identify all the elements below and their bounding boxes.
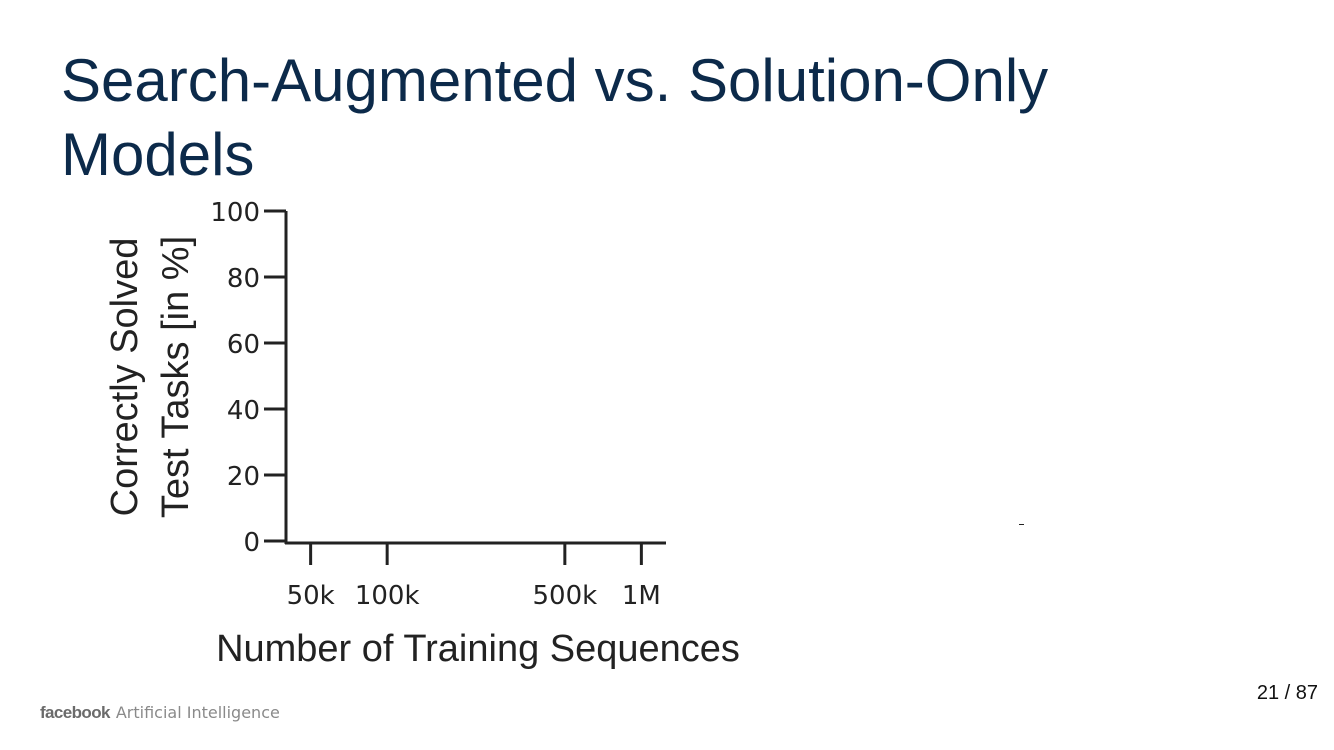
x-ticks: 50k 100k 500k 1M [287, 543, 661, 611]
y-tick-label: 80 [227, 264, 260, 294]
x-tick-label: 1M [622, 581, 661, 611]
brand-subtitle: Artificial Intelligence [115, 703, 280, 722]
y-ticks: 0 20 40 60 80 100 [210, 198, 286, 558]
y-axis-label-line-2: Test Tasks [in %] [155, 236, 197, 518]
footer-brand: facebook Artificial Intelligence [40, 703, 280, 723]
y-tick-label: 60 [227, 330, 260, 360]
x-tick-label: 500k [532, 581, 597, 611]
legend-marker [1019, 524, 1024, 525]
x-tick-label: 50k [287, 581, 335, 611]
x-axis-label: Number of Training Sequences [216, 628, 740, 670]
y-tick-label: 40 [227, 396, 260, 426]
y-tick-label: 100 [210, 198, 260, 228]
y-tick-label: 20 [227, 462, 260, 492]
slide-title: Search-Augmented vs. Solution-Only Model… [61, 47, 1049, 188]
y-tick-label: 0 [243, 528, 260, 558]
page-number: 21 / 87 [1256, 682, 1318, 704]
y-axis-label-line-1: Correctly Solved [104, 238, 146, 517]
brand-logo: facebook [40, 703, 110, 722]
x-tick-label: 100k [355, 581, 420, 611]
